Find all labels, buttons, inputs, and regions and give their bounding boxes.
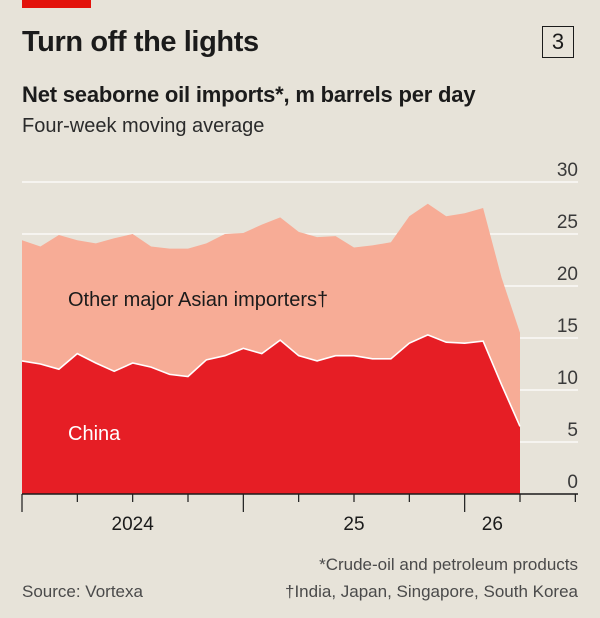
source-note: Source: Vortexa [22,582,143,601]
x-tick-label: 2024 [112,514,155,535]
chart-number-badge: 3 [542,26,574,58]
chart-subtitle: Net seaborne oil imports*, m barrels per… [22,82,476,107]
y-tick-label: 25 [557,212,578,233]
series-label-other-asian-importers: Other major Asian importers† [68,289,328,311]
series-boundary-line [21,334,521,427]
series-area-china [22,334,520,494]
area-series-layer [21,203,521,494]
chart-title: Turn off the lights [22,26,259,58]
labels: 0 5 10 15 20 25 30 2024 25 26 Other major Asian im… [68,160,578,535]
y-tick-label: 0 [567,472,578,493]
y-tick-label: 15 [557,316,578,337]
footnote-products: *Crude-oil and petroleum products [319,555,578,574]
chart-subtitle-secondary: Four-week moving average [22,115,265,137]
series-area-other-asian-importers [22,203,520,427]
y-tick-label: 5 [567,420,578,441]
axes [21,493,578,512]
accent-tag [22,0,91,8]
x-tick-label: 25 [343,514,364,535]
y-tick-label: 10 [557,368,578,389]
footnote-importers: †India, Japan, Singapore, South Korea [285,582,578,601]
x-tick-label: 26 [482,514,503,535]
y-tick-label: 20 [557,264,578,285]
y-tick-label: 30 [557,160,578,181]
series-label-china: China [68,423,121,445]
